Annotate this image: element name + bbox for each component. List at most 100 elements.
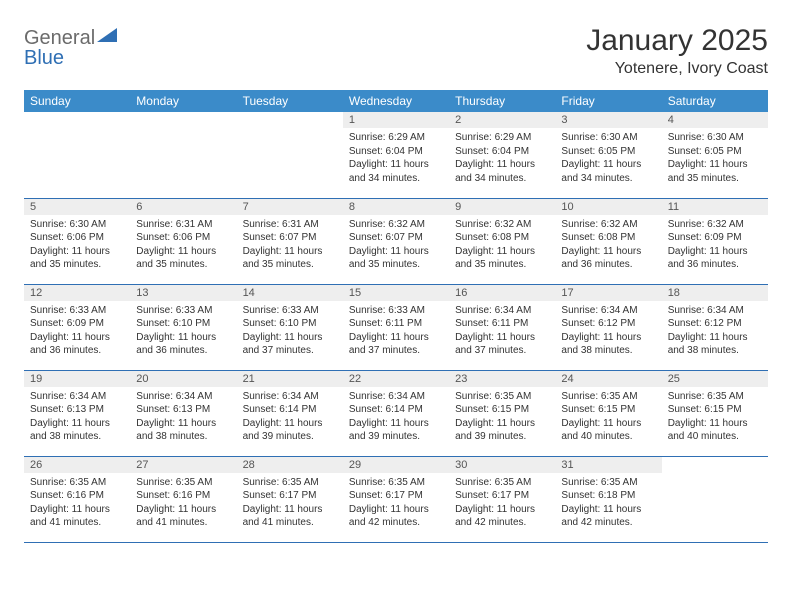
calendar-day-cell: 8Sunrise: 6:32 AMSunset: 6:07 PMDaylight…	[343, 198, 449, 284]
day-number: 19	[24, 371, 130, 387]
day-info: Sunrise: 6:32 AMSunset: 6:08 PMDaylight:…	[449, 215, 555, 276]
day-number: 20	[130, 371, 236, 387]
day-number: 14	[237, 285, 343, 301]
day-header-friday: Friday	[555, 90, 661, 112]
calendar-week-row: 5Sunrise: 6:30 AMSunset: 6:06 PMDaylight…	[24, 198, 768, 284]
day-info: Sunrise: 6:31 AMSunset: 6:07 PMDaylight:…	[237, 215, 343, 276]
calendar-day-cell: 23Sunrise: 6:35 AMSunset: 6:15 PMDayligh…	[449, 370, 555, 456]
day-info: Sunrise: 6:35 AMSunset: 6:17 PMDaylight:…	[343, 473, 449, 534]
day-number: 18	[662, 285, 768, 301]
day-number: 4	[662, 112, 768, 128]
logo-word2: Blue	[24, 47, 64, 69]
day-number: 29	[343, 457, 449, 473]
calendar-day-cell: 31Sunrise: 6:35 AMSunset: 6:18 PMDayligh…	[555, 456, 661, 542]
calendar-day-cell: 22Sunrise: 6:34 AMSunset: 6:14 PMDayligh…	[343, 370, 449, 456]
calendar-day-cell: 14Sunrise: 6:33 AMSunset: 6:10 PMDayligh…	[237, 284, 343, 370]
calendar-day-cell: 17Sunrise: 6:34 AMSunset: 6:12 PMDayligh…	[555, 284, 661, 370]
day-info: Sunrise: 6:30 AMSunset: 6:06 PMDaylight:…	[24, 215, 130, 276]
day-info: Sunrise: 6:34 AMSunset: 6:13 PMDaylight:…	[130, 387, 236, 448]
day-header-thursday: Thursday	[449, 90, 555, 112]
day-info: Sunrise: 6:34 AMSunset: 6:14 PMDaylight:…	[343, 387, 449, 448]
calendar-day-cell: 12Sunrise: 6:33 AMSunset: 6:09 PMDayligh…	[24, 284, 130, 370]
day-info: Sunrise: 6:35 AMSunset: 6:16 PMDaylight:…	[24, 473, 130, 534]
day-number: 7	[237, 199, 343, 215]
day-number: 13	[130, 285, 236, 301]
day-info: Sunrise: 6:35 AMSunset: 6:15 PMDaylight:…	[555, 387, 661, 448]
day-info: Sunrise: 6:35 AMSunset: 6:15 PMDaylight:…	[662, 387, 768, 448]
day-info: Sunrise: 6:32 AMSunset: 6:08 PMDaylight:…	[555, 215, 661, 276]
month-title: January 2025	[586, 24, 768, 58]
day-number: 31	[555, 457, 661, 473]
day-info: Sunrise: 6:34 AMSunset: 6:14 PMDaylight:…	[237, 387, 343, 448]
day-info: Sunrise: 6:30 AMSunset: 6:05 PMDaylight:…	[555, 128, 661, 189]
day-number: 5	[24, 199, 130, 215]
day-number: 25	[662, 371, 768, 387]
calendar-table: Sunday Monday Tuesday Wednesday Thursday…	[24, 90, 768, 542]
calendar-container: Sunday Monday Tuesday Wednesday Thursday…	[24, 90, 768, 543]
day-info: Sunrise: 6:34 AMSunset: 6:12 PMDaylight:…	[662, 301, 768, 362]
day-number: 1	[343, 112, 449, 128]
day-info: Sunrise: 6:34 AMSunset: 6:12 PMDaylight:…	[555, 301, 661, 362]
calendar-day-cell: 7Sunrise: 6:31 AMSunset: 6:07 PMDaylight…	[237, 198, 343, 284]
day-header-monday: Monday	[130, 90, 236, 112]
calendar-day-cell: 15Sunrise: 6:33 AMSunset: 6:11 PMDayligh…	[343, 284, 449, 370]
calendar-day-cell: 9Sunrise: 6:32 AMSunset: 6:08 PMDaylight…	[449, 198, 555, 284]
day-info: Sunrise: 6:29 AMSunset: 6:04 PMDaylight:…	[449, 128, 555, 189]
day-header-saturday: Saturday	[662, 90, 768, 112]
day-number: 15	[343, 285, 449, 301]
day-header-wednesday: Wednesday	[343, 90, 449, 112]
day-header-sunday: Sunday	[24, 90, 130, 112]
day-info: Sunrise: 6:33 AMSunset: 6:10 PMDaylight:…	[237, 301, 343, 362]
calendar-body: ......1Sunrise: 6:29 AMSunset: 6:04 PMDa…	[24, 112, 768, 542]
calendar-day-cell: 27Sunrise: 6:35 AMSunset: 6:16 PMDayligh…	[130, 456, 236, 542]
calendar-day-cell: 28Sunrise: 6:35 AMSunset: 6:17 PMDayligh…	[237, 456, 343, 542]
calendar-day-cell: 16Sunrise: 6:34 AMSunset: 6:11 PMDayligh…	[449, 284, 555, 370]
calendar-week-row: 19Sunrise: 6:34 AMSunset: 6:13 PMDayligh…	[24, 370, 768, 456]
day-number: 8	[343, 199, 449, 215]
calendar-day-cell: 5Sunrise: 6:30 AMSunset: 6:06 PMDaylight…	[24, 198, 130, 284]
title-block: January 2025 Yotenere, Ivory Coast	[586, 24, 768, 78]
calendar-day-cell: 19Sunrise: 6:34 AMSunset: 6:13 PMDayligh…	[24, 370, 130, 456]
day-number: 3	[555, 112, 661, 128]
logo-word1: General	[24, 27, 95, 49]
day-info: Sunrise: 6:35 AMSunset: 6:16 PMDaylight:…	[130, 473, 236, 534]
day-number: 16	[449, 285, 555, 301]
day-info: Sunrise: 6:29 AMSunset: 6:04 PMDaylight:…	[343, 128, 449, 189]
logo: General Blue	[24, 24, 117, 68]
location: Yotenere, Ivory Coast	[586, 60, 768, 78]
calendar-day-cell: 11Sunrise: 6:32 AMSunset: 6:09 PMDayligh…	[662, 198, 768, 284]
day-number: 21	[237, 371, 343, 387]
logo-text: General Blue	[24, 24, 117, 68]
day-info: Sunrise: 6:33 AMSunset: 6:10 PMDaylight:…	[130, 301, 236, 362]
day-info: Sunrise: 6:35 AMSunset: 6:17 PMDaylight:…	[449, 473, 555, 534]
day-info: Sunrise: 6:31 AMSunset: 6:06 PMDaylight:…	[130, 215, 236, 276]
day-info: Sunrise: 6:35 AMSunset: 6:17 PMDaylight:…	[237, 473, 343, 534]
day-info: Sunrise: 6:32 AMSunset: 6:07 PMDaylight:…	[343, 215, 449, 276]
day-number: 10	[555, 199, 661, 215]
day-info: Sunrise: 6:35 AMSunset: 6:15 PMDaylight:…	[449, 387, 555, 448]
day-number: 12	[24, 285, 130, 301]
day-info: Sunrise: 6:33 AMSunset: 6:11 PMDaylight:…	[343, 301, 449, 362]
calendar-day-cell: 29Sunrise: 6:35 AMSunset: 6:17 PMDayligh…	[343, 456, 449, 542]
day-info: Sunrise: 6:32 AMSunset: 6:09 PMDaylight:…	[662, 215, 768, 276]
calendar-day-cell: ..	[130, 112, 236, 198]
day-number: 6	[130, 199, 236, 215]
page-header: General Blue January 2025 Yotenere, Ivor…	[24, 24, 768, 78]
day-number: 9	[449, 199, 555, 215]
calendar-week-row: 12Sunrise: 6:33 AMSunset: 6:09 PMDayligh…	[24, 284, 768, 370]
day-info: Sunrise: 6:33 AMSunset: 6:09 PMDaylight:…	[24, 301, 130, 362]
day-number: 30	[449, 457, 555, 473]
day-info: Sunrise: 6:34 AMSunset: 6:13 PMDaylight:…	[24, 387, 130, 448]
day-number: 2	[449, 112, 555, 128]
calendar-day-cell: 24Sunrise: 6:35 AMSunset: 6:15 PMDayligh…	[555, 370, 661, 456]
calendar-day-cell: 18Sunrise: 6:34 AMSunset: 6:12 PMDayligh…	[662, 284, 768, 370]
calendar-day-cell: 10Sunrise: 6:32 AMSunset: 6:08 PMDayligh…	[555, 198, 661, 284]
day-header-tuesday: Tuesday	[237, 90, 343, 112]
day-number: 28	[237, 457, 343, 473]
calendar-day-cell: 25Sunrise: 6:35 AMSunset: 6:15 PMDayligh…	[662, 370, 768, 456]
calendar-day-cell: ..	[662, 456, 768, 542]
day-info: Sunrise: 6:30 AMSunset: 6:05 PMDaylight:…	[662, 128, 768, 189]
day-number: 17	[555, 285, 661, 301]
calendar-day-cell: 26Sunrise: 6:35 AMSunset: 6:16 PMDayligh…	[24, 456, 130, 542]
day-info: Sunrise: 6:34 AMSunset: 6:11 PMDaylight:…	[449, 301, 555, 362]
